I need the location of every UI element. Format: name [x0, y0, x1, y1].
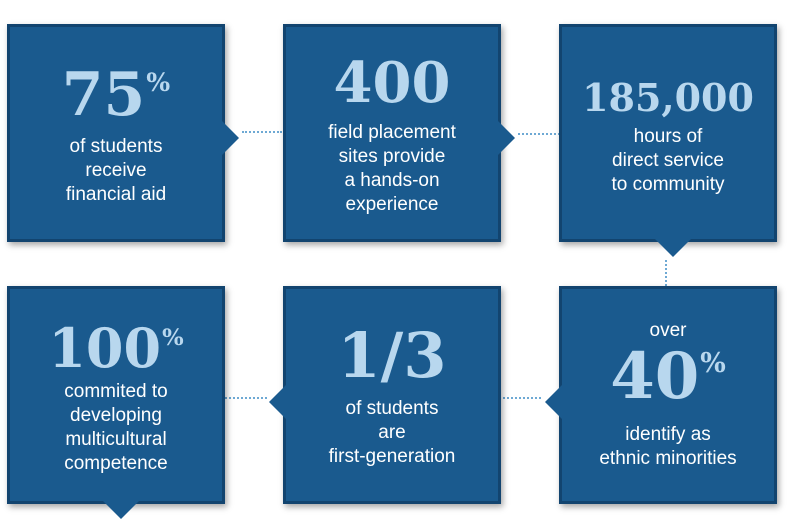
stat-number: 100% — [48, 316, 184, 380]
stat-number: 75% — [61, 60, 171, 130]
connector-dots-2-3 — [518, 133, 560, 135]
stat-number: 1/3 — [337, 319, 447, 392]
stat-description: identify as ethnic minorities — [599, 424, 737, 469]
pointer-left — [545, 385, 562, 419]
pointer-right — [222, 121, 239, 155]
stat-description: hours of direct service to community — [611, 126, 725, 195]
stat-number: 185,000 — [582, 75, 754, 120]
stat-box-financial-aid: 75% of students receive financial aid — [7, 24, 239, 242]
stat-box-ethnic-minorities: over 40% identify as ethnic minorities — [545, 286, 777, 504]
pointer-left — [269, 385, 286, 419]
stat-box-first-generation: 1/3 of students are first-generation — [269, 286, 501, 504]
connector-dots-4-5 — [499, 397, 541, 399]
stat-description: of students receive financial aid — [65, 136, 167, 205]
pointer-down — [655, 239, 691, 257]
pointer-down — [103, 501, 139, 519]
stat-number: 400 — [333, 50, 451, 116]
stat-description: field placement sites provide a hands-on… — [328, 122, 456, 215]
stat-prefix: over — [649, 320, 687, 341]
connector-dots-1-2 — [242, 131, 282, 133]
stat-description: commited to developing multicultural com… — [64, 381, 168, 474]
stat-box-multicultural: 100% commited to developing multicultura… — [7, 286, 225, 519]
stat-description: of students are first-generation — [328, 398, 456, 467]
pointer-right — [498, 121, 515, 155]
stat-box-field-placement: 400 field placement sites provide a hand… — [283, 24, 515, 242]
stat-number: 40% — [610, 339, 726, 414]
stat-box-service-hours: 185,000 hours of direct service to commu… — [559, 24, 777, 257]
connector-dots-5-6 — [225, 397, 267, 399]
connector-dots-3-4 — [665, 260, 667, 286]
